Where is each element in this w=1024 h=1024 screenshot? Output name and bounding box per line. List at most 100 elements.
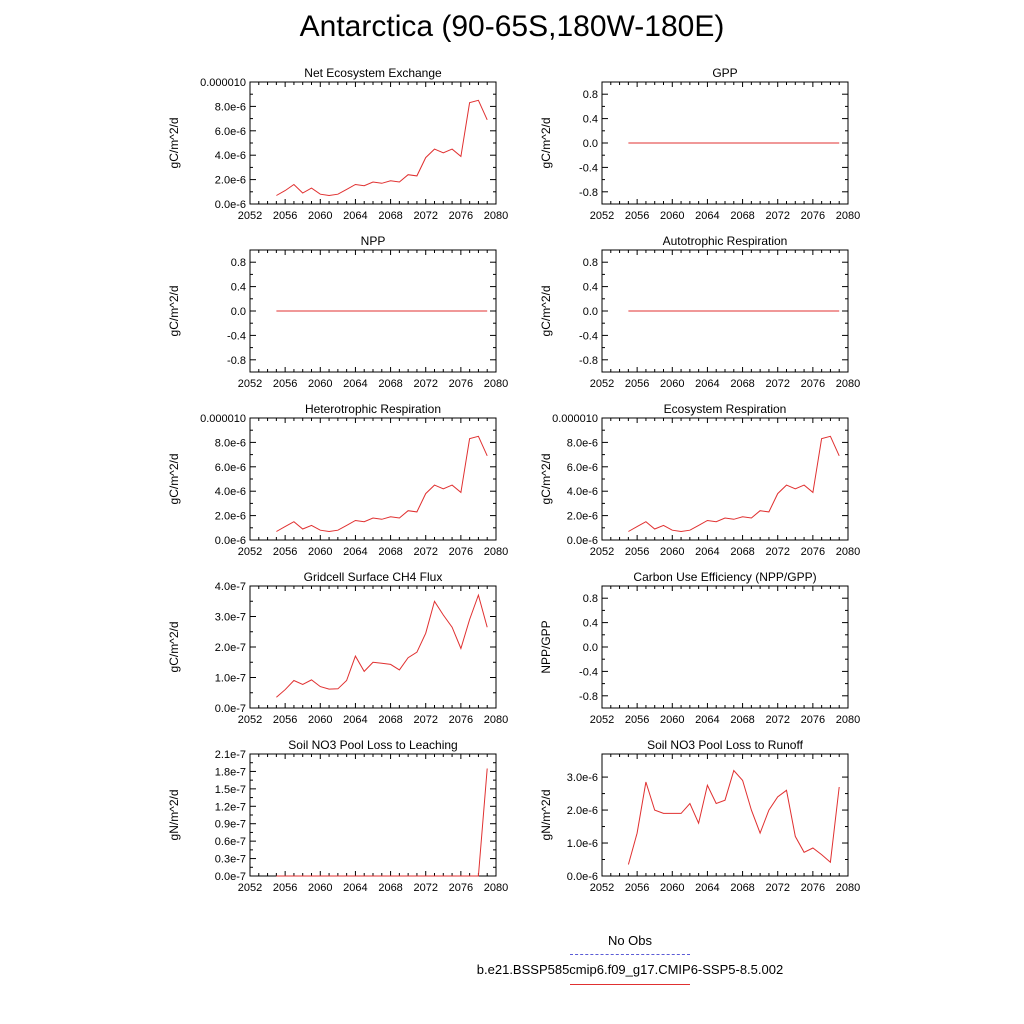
x-tick-label: 2080 [484, 378, 508, 390]
x-tick-label: 2052 [590, 882, 614, 894]
legend-label-model: b.e21.BSSP585cmip6.f09_g17.CMIP6-SSP5-8.… [476, 962, 784, 977]
x-tick-label: 2076 [801, 714, 825, 726]
x-tick-label: 2068 [730, 210, 754, 222]
panel-title: Carbon Use Efficiency (NPP/GPP) [633, 570, 816, 584]
y-tick-label: -0.4 [579, 330, 598, 342]
x-tick-label: 2068 [730, 882, 754, 894]
x-tick-label: 2076 [801, 378, 825, 390]
x-tick-label: 2052 [590, 546, 614, 558]
y-tick-label: -0.4 [227, 330, 246, 342]
y-tick-label: 0.4 [583, 618, 598, 630]
x-tick-label: 2060 [308, 210, 332, 222]
x-tick-label: 2064 [343, 378, 367, 390]
chart-panel: Soil NO3 Pool Loss to Leaching gN/m^2/d 20… [167, 738, 508, 894]
x-tick-label: 2068 [378, 378, 402, 390]
y-tick-label: 3.0e-7 [215, 612, 246, 624]
plot-frame [601, 585, 849, 709]
x-tick-label: 2068 [378, 546, 402, 558]
x-tick-label: 2052 [590, 210, 614, 222]
x-tick-label: 2052 [238, 882, 262, 894]
x-tick-label: 2060 [660, 210, 684, 222]
x-tick-label: 2072 [413, 378, 437, 390]
panel-title: NPP [361, 234, 386, 248]
x-tick-label: 2072 [765, 378, 789, 390]
plot-frame [601, 753, 849, 877]
x-tick-label: 2056 [273, 210, 297, 222]
x-tick-label: 2072 [765, 714, 789, 726]
y-tick-label: -0.4 [579, 162, 598, 174]
x-tick-label: 2076 [449, 714, 473, 726]
x-tick-label: 2052 [238, 546, 262, 558]
y-tick-label: 0.0 [583, 642, 598, 654]
x-tick-label: 2068 [378, 210, 402, 222]
y-tick-label: 0.0e-6 [215, 199, 246, 211]
chart-panel: Gridcell Surface CH4 Flux gC/m^2/d 2052 205… [167, 570, 508, 726]
x-tick-label: 2060 [308, 546, 332, 558]
y-tick-label: -0.8 [579, 691, 598, 703]
y-tick-label: -0.4 [579, 666, 598, 678]
y-axis-label: gC/m^2/d [167, 286, 181, 337]
x-tick-label: 2080 [484, 882, 508, 894]
y-axis-label: gC/m^2/d [539, 286, 553, 337]
y-tick-label: 0.8 [583, 89, 598, 101]
x-tick-label: 2064 [695, 546, 719, 558]
y-tick-label: 4.0e-6 [215, 486, 246, 498]
x-tick-label: 2056 [273, 546, 297, 558]
x-tick-label: 2072 [765, 882, 789, 894]
y-axis-label: gC/m^2/d [539, 118, 553, 169]
y-tick-label: 1.5e-7 [215, 784, 246, 796]
y-tick-label: 8.0e-6 [215, 101, 246, 113]
x-tick-label: 2052 [590, 378, 614, 390]
x-tick-label: 2056 [625, 378, 649, 390]
y-axis-label: gN/m^2/d [539, 790, 553, 841]
x-tick-label: 2080 [836, 882, 860, 894]
x-tick-label: 2060 [308, 378, 332, 390]
y-tick-label: 1.0e-6 [567, 838, 598, 850]
y-tick-label: 1.8e-7 [215, 766, 246, 778]
y-tick-label: 4.0e-6 [215, 150, 246, 162]
x-tick-label: 2080 [836, 378, 860, 390]
y-tick-label: 2.0e-6 [215, 511, 246, 523]
chart-panel: Net Ecosystem Exchange gC/m^2/d 2052 2056 20… [167, 66, 508, 222]
y-tick-label: 0.9e-7 [215, 819, 246, 831]
y-tick-label: 0.4 [583, 282, 598, 294]
x-tick-label: 2080 [836, 546, 860, 558]
x-tick-label: 2056 [273, 882, 297, 894]
panel-title: Heterotrophic Respiration [305, 402, 441, 416]
panel-title: Net Ecosystem Exchange [304, 66, 442, 80]
y-tick-label: 3.0e-6 [567, 772, 598, 784]
y-tick-label: 0.8 [231, 257, 246, 269]
x-tick-label: 2076 [801, 546, 825, 558]
x-tick-label: 2056 [625, 546, 649, 558]
legend-swatch-model [570, 984, 690, 985]
x-tick-label: 2072 [413, 882, 437, 894]
plot-frame [249, 585, 497, 709]
y-tick-label: -0.8 [227, 355, 246, 367]
x-tick-label: 2064 [695, 378, 719, 390]
y-tick-label: 0.000010 [552, 413, 598, 425]
x-tick-label: 2064 [695, 210, 719, 222]
y-tick-label: 4.0e-7 [215, 581, 246, 593]
x-tick-label: 2072 [413, 714, 437, 726]
x-tick-label: 2056 [625, 882, 649, 894]
y-tick-label: 0.8 [583, 257, 598, 269]
x-tick-label: 2076 [801, 210, 825, 222]
y-tick-label: 0.6e-7 [215, 836, 246, 848]
panel-title: Soil NO3 Pool Loss to Leaching [288, 738, 457, 752]
y-axis-label: gC/m^2/d [539, 454, 553, 505]
panel-title: Soil NO3 Pool Loss to Runoff [647, 738, 804, 752]
y-tick-label: 1.0e-7 [215, 673, 246, 685]
series-line [276, 99, 488, 197]
plot-frame [601, 417, 849, 541]
x-tick-label: 2080 [836, 714, 860, 726]
x-tick-label: 2076 [449, 378, 473, 390]
y-tick-label: 2.0e-7 [215, 642, 246, 654]
panel-title: Ecosystem Respiration [664, 402, 787, 416]
chart-panel: GPP gC/m^2/d 2052 2056 2060 2064 2068 2072 2076 2… [539, 66, 860, 222]
x-tick-label: 2060 [660, 882, 684, 894]
series-line [276, 435, 488, 533]
x-tick-label: 2060 [660, 714, 684, 726]
x-tick-label: 2076 [449, 882, 473, 894]
y-tick-label: 0.0e-6 [567, 871, 598, 883]
